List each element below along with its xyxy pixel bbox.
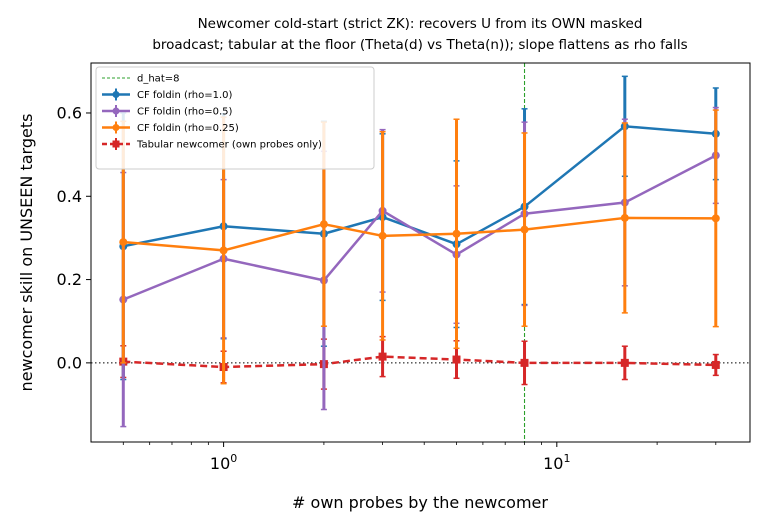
x-tick-label: 100 (210, 452, 237, 473)
data-point (711, 360, 720, 369)
chart-title-line-2: broadcast; tabular at the floor (Theta(d… (152, 37, 687, 53)
data-point (452, 229, 461, 238)
legend-label: CF foldin (rho=0.25) (137, 123, 239, 134)
legend-marker (112, 140, 120, 148)
legend-box (95, 66, 375, 170)
data-point (620, 358, 629, 367)
plot-area (91, 63, 750, 442)
data-point (711, 214, 720, 223)
chart-title-line-1: Newcomer cold-start (strict ZK): recover… (198, 16, 643, 32)
data-point (620, 213, 629, 222)
legend-label: d_hat=8 (137, 74, 179, 85)
data-point (520, 358, 529, 367)
data-point (452, 355, 461, 364)
plot-frame (90, 62, 751, 443)
y-tick-label: 0.6 (57, 103, 82, 122)
chart-title: Newcomer cold-start (strict ZK): recover… (152, 16, 687, 53)
series-line (123, 125, 716, 248)
data-point (378, 352, 387, 361)
data-point (378, 231, 387, 240)
data-point (219, 246, 228, 255)
data-point (319, 220, 328, 229)
legend-marker (112, 107, 120, 115)
data-point (520, 225, 529, 234)
x-axis-label: # own probes by the newcomer (292, 493, 548, 512)
series-3 (119, 109, 720, 385)
axis-ticks: 0.0 0.2 0.4 0.6 100 101 (57, 103, 717, 473)
legend-entry: CF foldin (rho=0.5) (102, 105, 233, 118)
y-tick-label: 0.2 (57, 270, 82, 289)
legend-label: CF foldin (rho=0.5) (137, 107, 233, 118)
y-tick-label: 0.0 (57, 353, 82, 372)
series-line (122, 154, 717, 301)
series-line (123, 216, 716, 252)
legend-entry: Tabular newcomer (own probes only) (102, 138, 322, 151)
legend-label: Tabular newcomer (own probes only) (136, 140, 322, 151)
legend-entry: CF foldin (rho=0.25) (102, 121, 239, 134)
y-axis-label: newcomer skill on UNSEEN targets (17, 114, 36, 392)
x-tick-label: 101 (543, 452, 570, 473)
legend-entry: CF foldin (rho=1.0) (102, 88, 233, 101)
legend-marker (112, 124, 120, 131)
legend: d_hat=8 CF foldin (rho=1.0) CF foldin (rho… (95, 66, 375, 170)
legend-entry: d_hat=8 (102, 74, 179, 85)
legend-marker (112, 91, 120, 98)
data-point (119, 238, 128, 247)
y-tick-label: 0.4 (57, 187, 82, 206)
legend-label: CF foldin (rho=1.0) (137, 90, 233, 101)
series-line (123, 355, 716, 369)
